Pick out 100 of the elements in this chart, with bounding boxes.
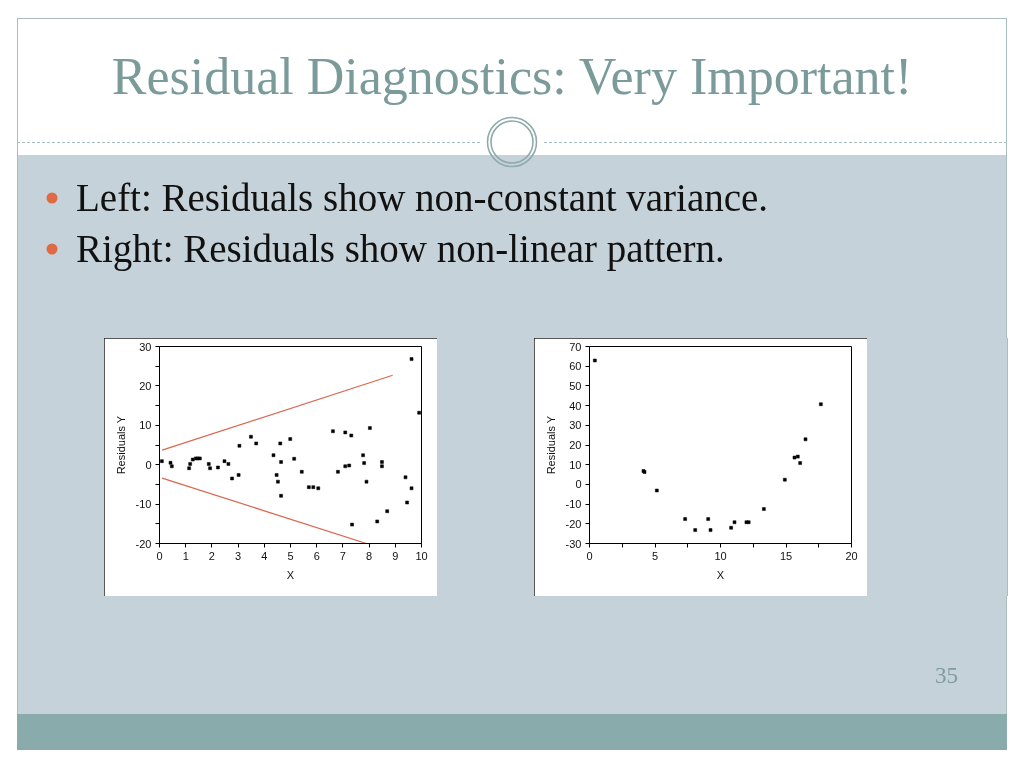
point (226, 462, 231, 466)
y-tick-label: 10 (139, 419, 152, 432)
y-tick-label: 0 (575, 478, 582, 491)
x-tick-label: 5 (651, 549, 659, 562)
point (792, 455, 797, 460)
point (208, 466, 212, 470)
point (819, 402, 823, 406)
x-tick-label: 0 (586, 549, 593, 562)
point (274, 473, 279, 477)
point (307, 485, 311, 489)
point (403, 475, 408, 480)
point (417, 410, 421, 415)
point (216, 465, 220, 470)
x-tick-label: 2 (208, 549, 215, 562)
y-axis-title: Residuals Y (544, 415, 557, 475)
point (361, 453, 365, 457)
y-tick-label: 30 (139, 340, 152, 353)
point (798, 461, 802, 465)
y-tick-label: -10 (135, 498, 152, 511)
text: Left: Residuals show non-constant variance. (76, 176, 769, 219)
x-tick-label: 1 (182, 549, 189, 562)
x-tick-label: 8 (366, 549, 373, 562)
y-tick-label: -20 (135, 537, 152, 550)
point (732, 520, 737, 524)
x-tick-label: 0 (156, 549, 163, 562)
point (350, 522, 354, 527)
point (278, 441, 283, 446)
y-tick-label: 20 (569, 439, 582, 451)
point (331, 429, 335, 433)
x-tick-label: 10 (714, 549, 727, 562)
y-tick-label: 60 (569, 360, 582, 373)
point (237, 444, 242, 448)
point (276, 479, 280, 484)
point (222, 459, 227, 463)
x-tick-label: 3 (235, 549, 242, 562)
point (364, 479, 369, 484)
point (706, 517, 710, 521)
point (380, 460, 384, 464)
point (349, 433, 354, 438)
point (288, 437, 292, 441)
point (170, 464, 174, 469)
y-tick-label: 20 (139, 379, 152, 392)
point (593, 358, 597, 363)
text: 35 (935, 663, 958, 688)
point (249, 434, 253, 439)
point (254, 441, 258, 446)
point (762, 507, 766, 511)
y-tick-label: -10 (565, 498, 582, 511)
y-tick-label: -20 (565, 517, 582, 530)
point (368, 426, 372, 430)
point (316, 486, 321, 491)
y-tick-label: 70 (569, 340, 582, 353)
point (207, 462, 211, 466)
y-tick-label: 10 (569, 458, 582, 471)
point (655, 488, 659, 493)
x-tick-label: 7 (339, 549, 346, 562)
x-tick-label: 5 (287, 549, 294, 562)
point (168, 460, 173, 465)
point (311, 485, 316, 489)
point (300, 470, 304, 474)
point (803, 437, 808, 442)
y-tick-label: 40 (569, 399, 582, 412)
point (236, 473, 241, 477)
x-tick-label: 15 (779, 549, 793, 562)
point (279, 460, 283, 464)
point (187, 466, 191, 470)
point (343, 464, 348, 469)
point (336, 470, 340, 474)
point (188, 462, 192, 466)
x-tick-label: 10 (415, 549, 428, 562)
point (347, 463, 351, 468)
point (796, 454, 800, 459)
x-tick-label: 9 (392, 549, 399, 562)
y-axis-title: Residuals Y (114, 415, 127, 475)
y-tick-label: 0 (145, 458, 152, 471)
point (279, 494, 283, 498)
x-axis-title: X (716, 568, 725, 581)
point (783, 477, 787, 482)
y-tick-label: 30 (569, 419, 582, 432)
point (409, 486, 414, 491)
point (375, 519, 379, 524)
point (683, 517, 687, 521)
point (271, 453, 276, 457)
y-tick-label: 50 (569, 379, 582, 392)
x-axis-title: X (286, 568, 295, 581)
point (230, 476, 234, 481)
point (693, 528, 697, 532)
x-tick-label: 20 (845, 549, 858, 562)
point (708, 528, 713, 532)
point (292, 457, 296, 461)
point (385, 509, 389, 513)
x-tick-label: 6 (313, 549, 320, 562)
x-tick-label: 4 (261, 549, 268, 562)
point (380, 464, 384, 469)
point (362, 461, 366, 465)
point (160, 459, 164, 463)
text: Right: Residuals show non-linear pattern. (76, 227, 725, 270)
point (729, 525, 733, 530)
point (343, 430, 348, 435)
chart-title: Residual Diagnostics: Very Important! (111, 48, 913, 105)
